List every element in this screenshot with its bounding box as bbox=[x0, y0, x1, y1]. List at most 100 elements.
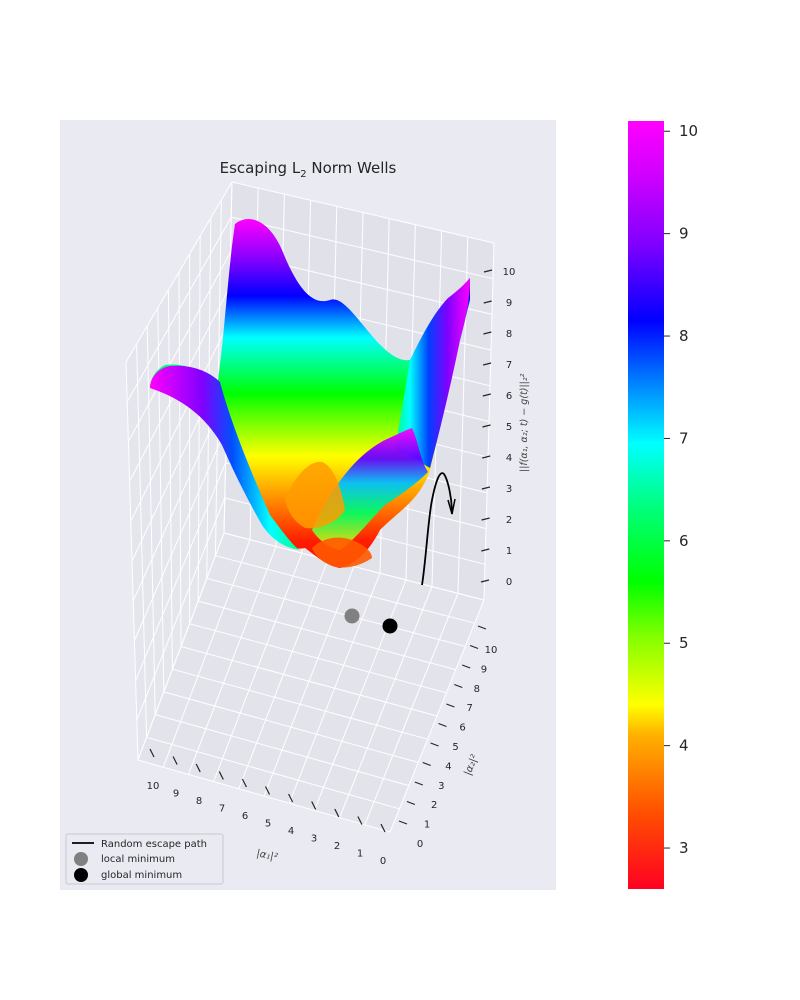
z-tick-label: 6 bbox=[506, 391, 512, 402]
z-tick-mark bbox=[480, 579, 490, 583]
x-tick-label: 3 bbox=[311, 834, 317, 845]
y-tick-mark bbox=[406, 800, 416, 806]
y-tick-label: 10 bbox=[485, 645, 498, 656]
y-tick-mark bbox=[438, 722, 447, 728]
grid-line bbox=[339, 586, 433, 818]
colorbar: 3 4 5 6 7 8 9 10 bbox=[628, 121, 698, 889]
y-tick-mark bbox=[477, 625, 487, 630]
z-axis-ticks: 0 1 2 3 4 5 6 7 8 9 10 bbox=[480, 267, 516, 588]
grid-line bbox=[206, 577, 466, 647]
x-tick-mark bbox=[380, 823, 386, 833]
x-tick-label: 8 bbox=[196, 796, 202, 807]
surface-well bbox=[285, 461, 345, 529]
colorbar-tick-label: 10 bbox=[679, 122, 698, 140]
y-tick-mark bbox=[414, 781, 424, 786]
z-tick-label: 8 bbox=[506, 329, 512, 340]
z-tick-label: 0 bbox=[506, 577, 512, 588]
z-tick-mark bbox=[481, 548, 490, 552]
x-tick-mark bbox=[195, 763, 201, 773]
x-tick-mark bbox=[241, 778, 247, 788]
y-tick-mark bbox=[469, 644, 479, 650]
z-tick-label: 10 bbox=[503, 267, 516, 278]
grid-line bbox=[197, 235, 201, 602]
z-tick-label: 3 bbox=[506, 484, 512, 495]
x-tick-label: 6 bbox=[242, 811, 248, 822]
y-tick-label: 0 bbox=[417, 839, 423, 850]
z-tick-label: 9 bbox=[506, 298, 512, 309]
colorbar-ticks: 3 4 5 6 7 8 9 10 bbox=[664, 122, 698, 857]
x-tick-label: 10 bbox=[147, 781, 160, 792]
colorbar-tick-label: 5 bbox=[679, 634, 689, 652]
surface-front-fold bbox=[312, 428, 428, 550]
legend-local-swatch bbox=[74, 852, 88, 866]
x-tick-mark bbox=[357, 816, 363, 825]
grid-line bbox=[231, 216, 494, 280]
x-tick-label: 0 bbox=[380, 856, 386, 867]
legend-global-label: global minimum bbox=[101, 870, 182, 881]
y-tick-label: 2 bbox=[431, 800, 437, 811]
colorbar-tick-label: 8 bbox=[679, 327, 689, 345]
colorbar-tick-label: 7 bbox=[679, 429, 689, 447]
grid-line bbox=[313, 579, 407, 811]
x-tick-label: 9 bbox=[173, 789, 179, 800]
x-tick-label: 2 bbox=[334, 841, 340, 852]
z-tick-label: 7 bbox=[506, 360, 512, 371]
y-tick-label: 8 bbox=[474, 684, 480, 695]
grid-line bbox=[189, 623, 447, 694]
grid-line bbox=[125, 181, 233, 363]
colorbar-tick-label: 4 bbox=[679, 737, 689, 755]
grid-line bbox=[126, 216, 232, 403]
y-tick-label: 9 bbox=[481, 664, 487, 675]
grid-line bbox=[180, 646, 438, 717]
colorbar-tick-label: 9 bbox=[679, 225, 689, 243]
y-tick-label: 1 bbox=[424, 820, 430, 831]
x-tick-mark bbox=[288, 793, 294, 803]
z-tick-label: 4 bbox=[506, 453, 512, 464]
surface bbox=[150, 219, 470, 568]
x-tick-label: 4 bbox=[288, 826, 294, 837]
grid-line bbox=[130, 322, 230, 522]
z-axis-label: ||f(α₁, α₂; t) − g(t)||₂² bbox=[519, 373, 530, 472]
y-tick-mark bbox=[422, 761, 431, 767]
y-tick-label: 4 bbox=[445, 761, 451, 772]
z-tick-mark bbox=[482, 455, 491, 459]
surface-left-wing bbox=[150, 365, 300, 550]
grid-line bbox=[178, 271, 182, 647]
surface-deep-well bbox=[312, 537, 372, 568]
y-tick-mark bbox=[398, 820, 408, 825]
z-tick-mark bbox=[483, 300, 492, 304]
x-tick-mark bbox=[334, 808, 340, 818]
grid-line bbox=[231, 181, 495, 244]
surface-right-wing bbox=[395, 278, 470, 468]
y-tick-label: 3 bbox=[438, 781, 444, 792]
legend-path-label: Random escape path bbox=[101, 839, 207, 850]
legend-local-label: local minimum bbox=[101, 854, 175, 865]
z-tick-mark bbox=[482, 424, 491, 428]
legend-box bbox=[65, 833, 224, 885]
grid-line bbox=[223, 532, 485, 601]
x-axis-label: |α₁|² bbox=[255, 848, 278, 863]
colorbar-gradient bbox=[628, 121, 664, 889]
grid-line bbox=[483, 242, 495, 601]
y-tick-label: 6 bbox=[459, 723, 465, 734]
global-minimum-marker bbox=[382, 618, 398, 634]
grid-line bbox=[364, 593, 459, 825]
z-tick-mark bbox=[482, 393, 491, 397]
x-tick-label: 7 bbox=[219, 804, 225, 815]
left-pane bbox=[126, 182, 232, 760]
z-tick-label: 5 bbox=[506, 422, 512, 433]
x-tick-mark bbox=[264, 786, 271, 795]
y-tick-label: 7 bbox=[467, 703, 473, 714]
z-tick-mark bbox=[481, 486, 491, 490]
y-tick-mark bbox=[446, 703, 455, 708]
escape-path-line bbox=[421, 472, 453, 586]
legend: Random escape path local minimum global … bbox=[65, 833, 224, 885]
escape-path-arrowhead bbox=[447, 498, 456, 515]
x-tick-mark bbox=[311, 801, 317, 810]
colorbar-tick-label: 3 bbox=[679, 839, 689, 857]
grid-line bbox=[288, 573, 381, 804]
z-tick-label: 2 bbox=[506, 515, 512, 526]
